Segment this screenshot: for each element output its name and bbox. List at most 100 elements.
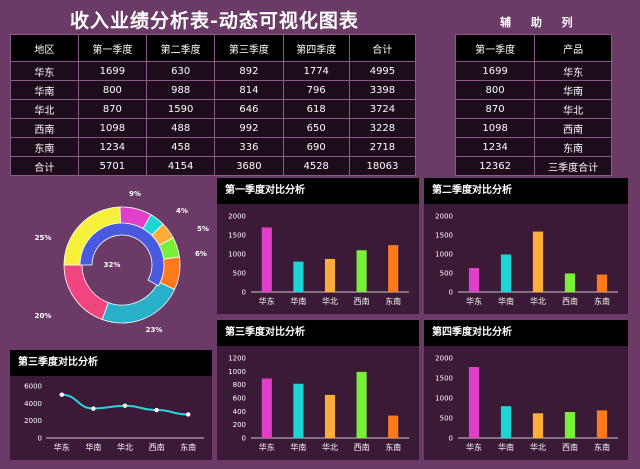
data-point (186, 412, 191, 417)
x-tick-label: 华北 (530, 296, 546, 306)
y-tick-label: 2000 (435, 355, 453, 363)
column-header: 第二季度 (146, 34, 216, 62)
y-tick-label: 500 (440, 415, 453, 423)
slice-label: 6% (195, 250, 207, 258)
bar (596, 410, 608, 438)
table-cell: 690 (282, 137, 350, 157)
table-row: 870 华北 (454, 99, 612, 119)
bar (500, 254, 512, 292)
table-cell: 3398 (348, 80, 417, 100)
table-cell: 3724 (348, 99, 417, 119)
table-cell: 870 (77, 99, 148, 119)
y-tick-label: 1500 (228, 232, 246, 240)
bar (388, 415, 399, 438)
y-tick-label: 500 (440, 270, 453, 278)
inner-slice-label: 32% (104, 261, 121, 269)
table-cell: 三季度合计 (534, 156, 612, 176)
x-tick-label: 西南 (149, 442, 165, 452)
table-row: 华南 800 988 814 796 3398 (10, 80, 417, 100)
table-cell: 华东 (10, 61, 79, 81)
x-tick-label: 东南 (594, 296, 610, 306)
bar (532, 231, 544, 292)
table-cell: 1590 (146, 99, 216, 119)
aux-table: 第一季度 产品 1699 华东 800 华南 870 华北 1098 西南 1234 东南 12362… (454, 34, 612, 176)
y-tick-label: 0 (38, 435, 42, 443)
table-cell: 东南 (534, 137, 612, 157)
table-cell: 西南 (534, 118, 612, 138)
data-point (122, 403, 128, 408)
table-header-row: 第一季度 产品 (454, 34, 612, 62)
data-point (91, 406, 96, 411)
bar (388, 245, 399, 292)
table-cell: 华南 (10, 80, 79, 100)
x-tick-label: 华南 (290, 296, 306, 306)
chart-title: 第四季度对比分析 (424, 320, 628, 346)
bar (564, 412, 576, 438)
bar-chart: 0 500 1000 1500 2000 华东 华南 华北 西南 东南 (228, 213, 409, 306)
table-row: 800 华南 (454, 80, 612, 100)
y-tick-label: 1000 (228, 251, 246, 259)
bar (324, 394, 336, 438)
chart-title: 第三季度对比分析 (217, 320, 419, 346)
bar (532, 413, 544, 438)
y-tick-label: 200 (233, 421, 246, 429)
y-tick-label: 1000 (228, 368, 246, 376)
table-cell: 892 (214, 61, 284, 81)
x-tick-label: 东南 (594, 442, 610, 452)
x-tick-label: 华东 (259, 296, 275, 306)
column-header: 合计 (348, 34, 417, 62)
table-row: 12362 三季度合计 (454, 156, 612, 176)
x-tick-label: 华南 (85, 442, 101, 452)
column-header: 地区 (10, 34, 79, 62)
table-cell: 18063 (348, 156, 417, 176)
bar (468, 367, 480, 438)
table-cell: 988 (146, 80, 216, 100)
slice-label: 4% (176, 207, 188, 215)
table-cell: 东南 (10, 137, 79, 157)
chart-title: 第二季度对比分析 (424, 178, 628, 204)
bar-chart: 0 500 1000 1500 2000 华东 华南 华北 西南 东南 (435, 355, 618, 452)
column-header: 第四季度 (282, 34, 350, 62)
table-cell: 西南 (10, 118, 79, 138)
y-tick-label: 0 (242, 289, 246, 297)
table-row: 东南 1234 458 336 690 2718 (10, 137, 417, 157)
chart-title: 第一季度对比分析 (217, 178, 419, 204)
x-tick-label: 西南 (354, 442, 370, 452)
x-tick-label: 华南 (498, 296, 514, 306)
table-header-row: 地区 第一季度 第二季度 第三季度 第四季度 合计 (10, 34, 417, 62)
table-cell: 1098 (454, 118, 536, 138)
line-chart-panel: 第三季度对比分析 0 2000 4000 6000 华东 华南 华北 西南 东南 (10, 350, 212, 460)
table-cell: 华北 (534, 99, 612, 119)
table-cell: 1699 (454, 61, 536, 81)
table-row: 1098 西南 (454, 118, 612, 138)
income-table: 地区 第一季度 第二季度 第三季度 第四季度 合计 华东 1699 630 892 1774 499… (10, 34, 417, 176)
x-tick-label: 华北 (322, 442, 338, 452)
bar (468, 268, 480, 292)
table-cell: 华南 (534, 80, 612, 100)
table-cell: 3680 (214, 156, 284, 176)
y-tick-label: 400 (233, 408, 246, 416)
table-cell: 5701 (77, 156, 148, 176)
table-cell: 814 (214, 80, 284, 100)
y-tick-label: 500 (233, 270, 246, 278)
bar-chart: 0 500 1000 1500 2000 华东 华南 华北 西南 东南 (435, 213, 618, 306)
table-row: 1699 华东 (454, 61, 612, 81)
x-tick-label: 东南 (385, 442, 401, 452)
y-tick-label: 6000 (24, 383, 42, 391)
bar (596, 274, 608, 292)
slice-label: 5% (197, 225, 209, 233)
x-tick-label: 华东 (466, 442, 482, 452)
bar (356, 371, 367, 438)
table-cell: 1234 (77, 137, 148, 157)
table-cell: 华东 (534, 61, 612, 81)
table-cell: 3228 (348, 118, 417, 138)
slice-label: 20% (35, 312, 52, 320)
table-row: 西南 1098 488 992 650 3228 (10, 118, 417, 138)
table-cell: 华北 (10, 99, 79, 119)
donut-outer-segment (101, 281, 176, 324)
slice-label: 23% (146, 326, 163, 334)
x-tick-label: 东南 (180, 442, 196, 452)
donut-chart: 9% 4% 5% 6% 23% 20% 25% 32% (35, 190, 209, 334)
table-cell: 4528 (282, 156, 350, 176)
y-tick-label: 1200 (228, 355, 246, 363)
